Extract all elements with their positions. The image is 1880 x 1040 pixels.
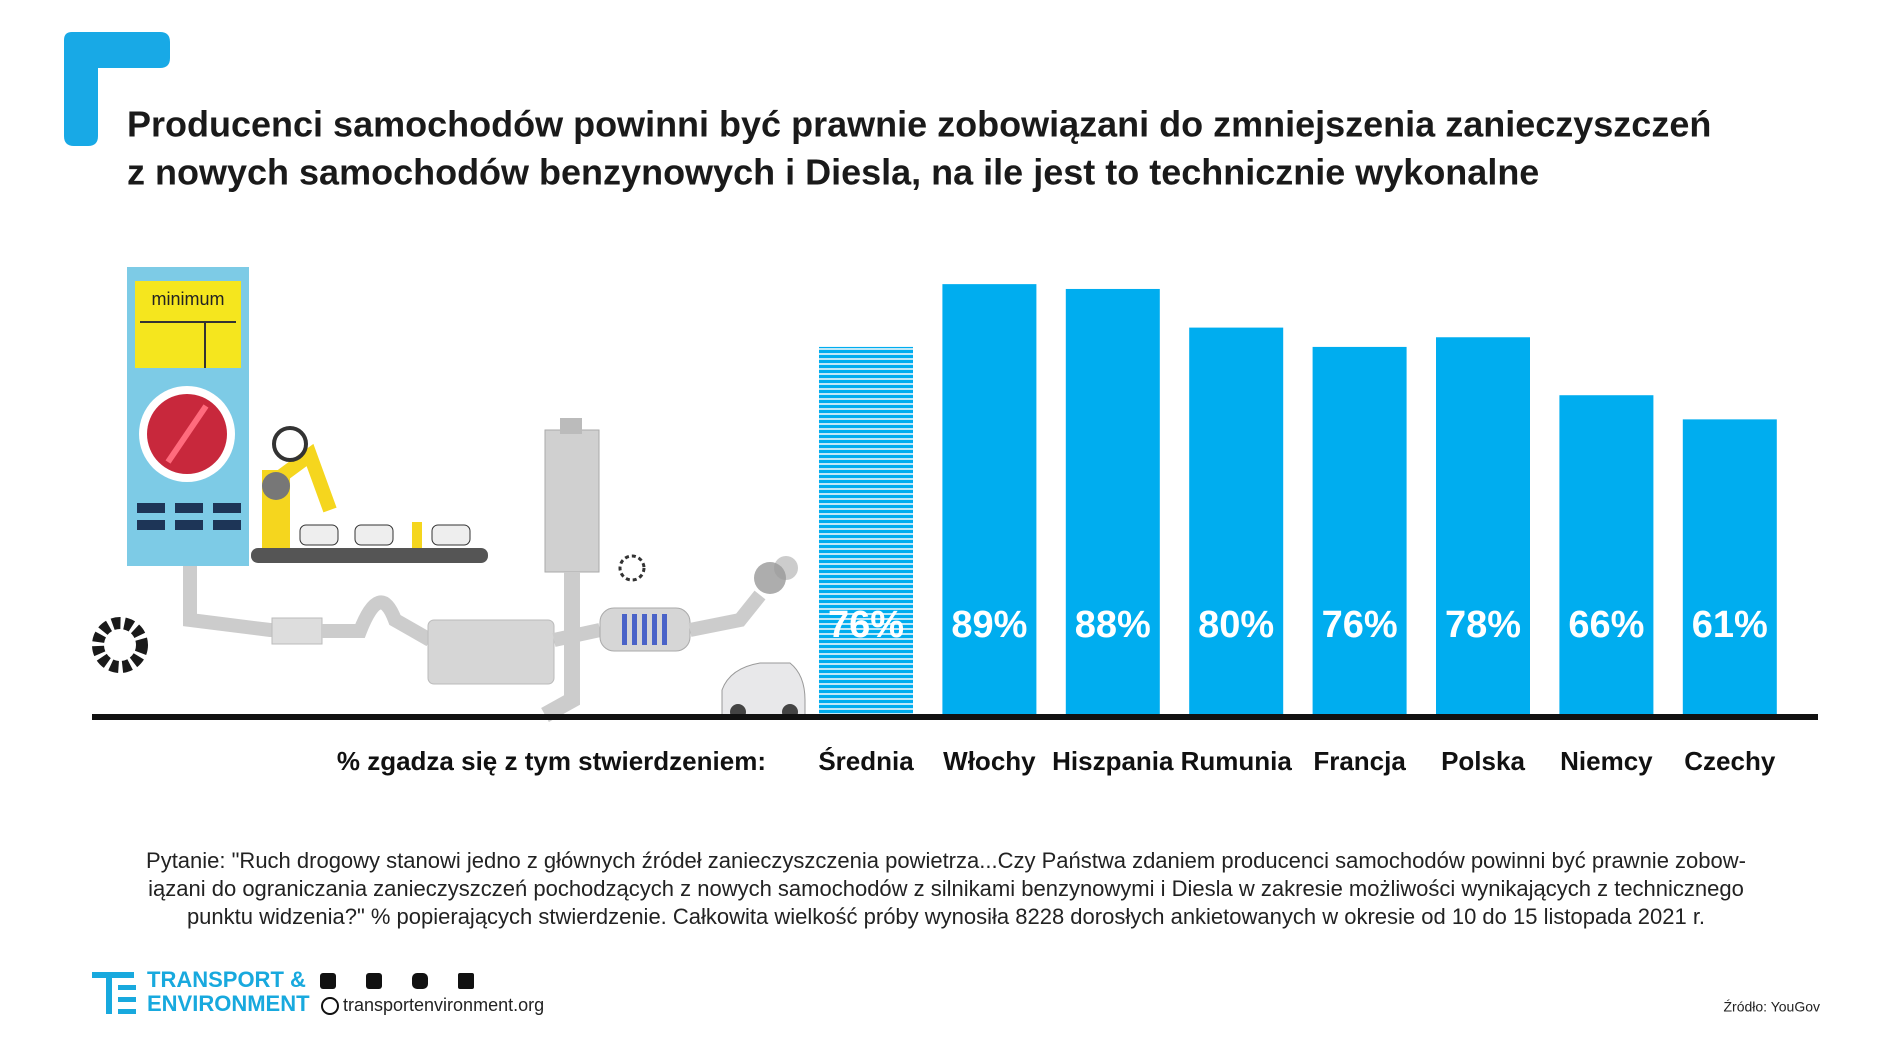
illustration-label: minimum — [151, 289, 224, 309]
logo-mark — [92, 972, 136, 1014]
logo-text: ENVIRONMENT — [147, 991, 310, 1016]
value-label: 61% — [1692, 604, 1768, 646]
bar — [1189, 327, 1284, 714]
bar — [819, 346, 913, 714]
bar — [1559, 395, 1654, 714]
x-tick-label: Niemcy — [1560, 746, 1653, 776]
note: Pytanie: "Ruch drogowy stanowi jedno z g… — [146, 848, 1746, 873]
value-label: 80% — [1198, 604, 1274, 646]
x-tick-label: Rumunia — [1181, 746, 1293, 776]
x-tick-label: Czechy — [1684, 746, 1776, 776]
globe-icon — [321, 997, 339, 1015]
x-tick-label: Włochy — [943, 746, 1036, 776]
x-tick-label: Średnia — [818, 746, 914, 776]
chart-title: z nowych samochodów benzynowych i Diesla… — [127, 152, 1539, 193]
social-icons[interactable] — [320, 973, 474, 989]
value-label: 89% — [951, 604, 1027, 646]
website[interactable]: transportenvironment.org — [343, 995, 544, 1015]
bar — [1312, 346, 1407, 714]
value-label: 88% — [1075, 604, 1151, 646]
note: iązani do ograniczania zanieczyszczeń po… — [148, 876, 1744, 901]
value-label: 78% — [1445, 604, 1521, 646]
bar — [1436, 337, 1530, 714]
bar — [1065, 288, 1160, 714]
logo-text: TRANSPORT & — [147, 967, 306, 992]
x-tick-label: Francja — [1313, 746, 1406, 776]
x-tick-label: Hiszpania — [1052, 746, 1174, 776]
corner-bracket — [64, 32, 170, 146]
value-label: 66% — [1568, 604, 1644, 646]
value-label: 76% — [1322, 604, 1398, 646]
chart-title: Producenci samochodów powinni być prawni… — [127, 104, 1711, 145]
source: Źródło: YouGov — [1723, 999, 1820, 1015]
bar — [1682, 419, 1777, 714]
x-tick-label: Polska — [1441, 746, 1525, 776]
bar — [942, 284, 1037, 714]
value-label: 76% — [828, 604, 904, 646]
note: punktu widzenia?" % popierających stwier… — [187, 904, 1705, 929]
axis-label: % zgadza się z tym stwierdzeniem: — [337, 746, 766, 776]
illustration: minimum — [92, 267, 806, 722]
